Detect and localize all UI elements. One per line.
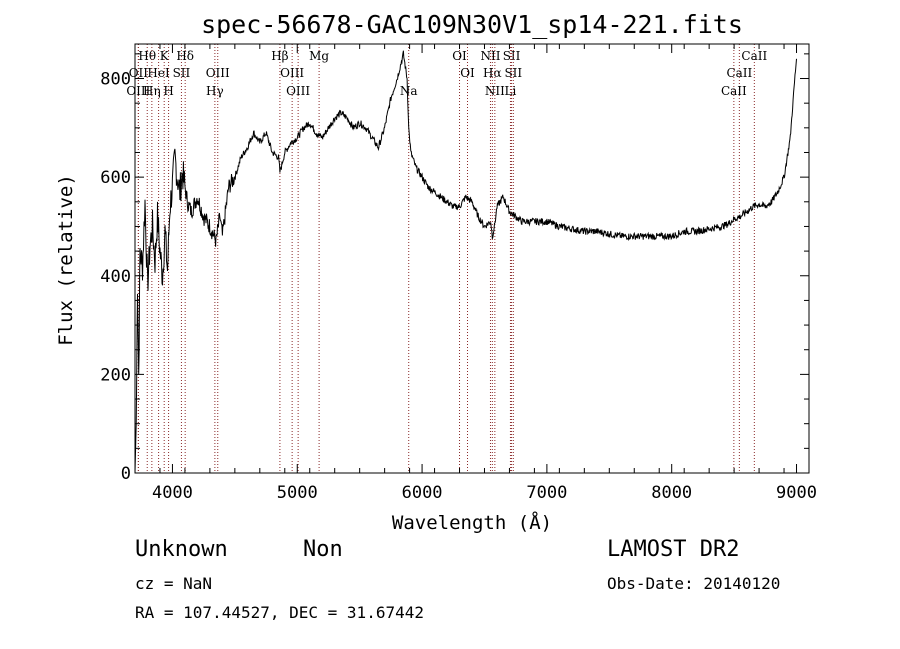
spectral-line-label-17: CaII	[726, 66, 752, 80]
spectral-line-label-0: Hθ	[138, 49, 156, 63]
object-class: Unknown	[135, 537, 228, 562]
spectral-line-label-2: Hδ	[176, 49, 194, 63]
spectral-line-label-13: OIII	[280, 66, 304, 80]
spectral-line-label-10: HeI	[147, 66, 170, 80]
spectral-line-label-9: OII	[129, 66, 149, 80]
x-tick-label-4: 8000	[651, 483, 692, 503]
spectral-line-label-14: OI	[460, 66, 475, 80]
axis-ticks: 4000 5000 6000 7000 8000 9000 0 200 400 600 800	[100, 44, 817, 503]
spectrum-series	[134, 50, 797, 474]
spectral-line-label-21: Hγ	[206, 84, 224, 98]
spectrum-line-0	[134, 50, 797, 474]
y-tick-label-0: 0	[121, 464, 131, 484]
y-tick-label-2: 400	[100, 267, 131, 287]
survey-name: LAMOST DR2	[607, 537, 740, 562]
x-tick-label-3: 7000	[526, 483, 567, 503]
y-tick-label-3: 600	[100, 168, 131, 188]
spectral-line-label-25: Li	[505, 84, 517, 98]
spectral-line-label-12: OIII	[206, 66, 230, 80]
y-tick-label-1: 200	[100, 365, 131, 385]
spectral-line-label-11: SII	[173, 66, 191, 80]
spectral-line-label-24: NII	[485, 84, 505, 98]
x-tick-label-2: 6000	[402, 483, 443, 503]
spectral-line-label-15: Hα	[483, 66, 502, 80]
spectral-line-label-3: Hβ	[271, 49, 288, 63]
y-tick-label-4: 800	[100, 70, 131, 90]
y-axis-label: Flux (relative)	[55, 174, 77, 346]
spectral-line-label-4: Mg	[309, 49, 329, 63]
x-tick-label-5: 9000	[776, 483, 817, 503]
x-axis-label: Wavelength (Å)	[392, 511, 552, 534]
spectral-line-label-19: Hη	[143, 84, 161, 98]
plot-frame	[134, 43, 810, 474]
spectral-line-label-6: NII	[480, 49, 500, 63]
chart-title: spec-56678-GAC109N30V1_sp14-221.fits	[201, 10, 743, 39]
spectral-line-label-5: OI	[452, 49, 467, 63]
spectral-line-label-20: H	[163, 84, 173, 98]
spectral-line-label-8: CaII	[741, 49, 767, 63]
object-subclass: Non	[303, 537, 343, 562]
x-tick-label-0: 4000	[152, 483, 193, 503]
coordinates: RA = 107.44527, DEC = 31.67442	[135, 603, 424, 622]
spectral-line-label-7: SII	[503, 49, 521, 63]
spectral-line-label-16: SII	[504, 66, 522, 80]
spectral-line-label-26: CaII	[721, 84, 747, 98]
spectral-line-label-18: OIII	[126, 84, 150, 98]
obs-date: Obs-Date: 20140120	[607, 574, 781, 593]
spectral-line-label-22: OIII	[286, 84, 310, 98]
spectral-line-label-1: K	[160, 49, 170, 63]
redshift-cz: cz = NaN	[135, 574, 213, 593]
spectral-line-label-23: Na	[400, 84, 418, 98]
x-tick-label-1: 5000	[277, 483, 318, 503]
